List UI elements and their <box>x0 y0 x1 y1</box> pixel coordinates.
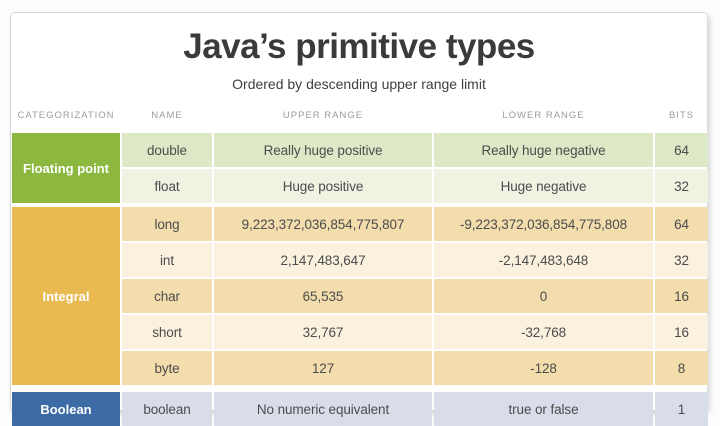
cell-name-boolean: boolean <box>122 392 212 426</box>
cell-upper-int: 2,147,483,647 <box>214 243 432 277</box>
cell-bits-int: 32 <box>655 243 708 277</box>
page-subtitle: Ordered by descending upper range limit <box>232 76 486 92</box>
cell-bits-float: 32 <box>655 169 708 203</box>
cell-bits-char: 16 <box>655 279 708 313</box>
cell-upper-byte: 127 <box>214 351 432 385</box>
cell-bits-byte: 8 <box>655 351 708 385</box>
cell-name-byte: byte <box>122 351 212 385</box>
cell-bits-long: 64 <box>655 207 708 241</box>
cell-bits-boolean: 1 <box>655 392 708 426</box>
cell-name-long: long <box>122 207 212 241</box>
category-cell-integral: Integral <box>12 207 120 385</box>
cell-bits-short: 16 <box>655 315 708 349</box>
cell-upper-long: 9,223,372,036,854,775,807 <box>214 207 432 241</box>
page-title: Java’s primitive types <box>183 27 535 66</box>
cell-name-char: char <box>122 279 212 313</box>
column-header-categorization: CATEGORIZATION <box>17 110 115 121</box>
category-cell-floating-point: Floating point <box>12 133 120 203</box>
cell-upper-float: Huge positive <box>214 169 432 203</box>
column-header-lower-range: LOWER RANGE <box>502 110 585 121</box>
category-cell-boolean: Boolean <box>12 392 120 426</box>
group-integral: Integral long 9,223,372,036,854,775,807 … <box>12 207 708 385</box>
cell-lower-int: -2,147,483,648 <box>434 243 653 277</box>
group-boolean: Boolean boolean No numeric equivalent tr… <box>12 392 708 426</box>
column-header-bits: BITS <box>668 110 695 121</box>
cell-lower-float: Huge negative <box>434 169 653 203</box>
cell-name-int: int <box>122 243 212 277</box>
infographic-card: Java’s primitive types Ordered by descen… <box>10 12 708 426</box>
cell-upper-short: 32,767 <box>214 315 432 349</box>
cell-lower-double: Really huge negative <box>434 133 653 167</box>
cell-bits-double: 64 <box>655 133 708 167</box>
cell-lower-boolean: true or false <box>434 392 653 426</box>
cell-lower-byte: -128 <box>434 351 653 385</box>
cell-upper-double: Really huge positive <box>214 133 432 167</box>
group-floating-point: Floating point double Really huge positi… <box>12 133 708 203</box>
cell-name-float: float <box>122 169 212 203</box>
cell-name-double: double <box>122 133 212 167</box>
cell-lower-short: -32,768 <box>434 315 653 349</box>
cell-name-short: short <box>122 315 212 349</box>
cell-lower-char: 0 <box>434 279 653 313</box>
column-header-upper-range: UPPER RANGE <box>282 110 364 121</box>
cell-upper-boolean: No numeric equivalent <box>214 392 432 426</box>
table-header-row: CATEGORIZATION NAME UPPER RANGE LOWER RA… <box>12 103 706 130</box>
cell-upper-char: 65,535 <box>214 279 432 313</box>
cell-lower-long: -9,223,372,036,854,775,808 <box>434 207 653 241</box>
column-header-name: NAME <box>151 110 183 121</box>
